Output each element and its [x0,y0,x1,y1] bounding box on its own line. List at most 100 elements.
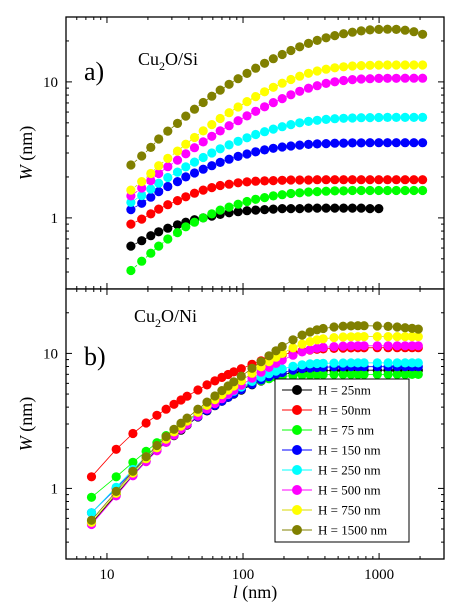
data-point [172,167,183,177]
data-point [305,327,315,337]
data-point [137,214,147,224]
data-point [189,132,200,143]
legend-marker [292,425,302,435]
data-point [207,209,217,219]
data-point [318,323,328,334]
data-point [198,152,208,163]
data-point [251,176,261,186]
data-point [128,457,138,467]
data-point [128,428,138,439]
data-point [229,377,239,387]
data-point [176,418,186,428]
data-point [260,193,270,203]
data-point [182,413,192,423]
data-point [297,330,307,340]
data-point [372,321,382,331]
data-point [277,341,287,352]
panel-b-label: b) [84,342,106,371]
data-point [321,175,331,185]
data-point [251,129,261,140]
data-point [264,369,274,379]
data-point [347,175,357,185]
y-tick-label: 10 [43,75,58,91]
data-point [286,204,296,214]
data-point [224,79,234,89]
data-point [400,332,410,342]
data-point [154,241,164,251]
data-point [236,364,246,374]
data-point [400,358,410,368]
data-point [359,321,369,331]
data-point [256,357,266,367]
data-point [251,106,261,116]
data-point [286,120,296,130]
data-point [126,265,136,276]
data-point [400,73,410,83]
data-point [413,358,423,368]
data-point [198,164,208,174]
series-3 [126,185,428,276]
data-point [329,358,339,368]
data-point [260,127,270,137]
data-point [383,369,393,379]
data-point [215,144,225,154]
data-point [233,199,243,209]
panel-a-title-sub: 2 [159,59,165,73]
data-point [418,73,428,83]
data-point [126,205,136,215]
data-point [329,342,339,352]
data-point [161,432,171,442]
data-point [330,138,340,148]
y-tick-label: 10 [43,346,58,362]
legend-marker [292,465,302,475]
data-point [163,126,173,136]
data-point [277,78,287,88]
data-point [137,256,147,266]
data-point [182,391,192,401]
data-point [391,60,401,70]
data-point [251,63,261,73]
data-point [181,111,191,121]
data-point [391,112,401,122]
data-point [365,138,375,148]
data-point [339,186,349,196]
data-point [169,424,179,434]
legend-label: H = 1500 nm [318,523,387,538]
data-point [277,94,287,104]
data-point [233,74,243,84]
data-point [215,113,225,124]
data-point [126,197,136,207]
data-point [128,466,138,476]
data-point [189,143,200,153]
series-7 [126,60,428,195]
data-point [359,341,369,351]
legend-label: H = 25nm [318,383,371,398]
legend-marker [292,505,302,515]
data-point [413,332,423,342]
data-point [137,198,147,208]
data-point [215,157,225,167]
data-point [295,71,305,81]
data-point [318,342,328,352]
data-point [260,87,270,97]
series-8 [126,24,428,170]
legend-marker [292,445,302,455]
data-point [329,322,339,332]
legend-label: H = 50nm [318,403,371,418]
data-point [260,176,270,186]
data-point [233,178,243,188]
data-point [392,369,402,379]
legend-label: H = 150 nm [318,443,381,458]
data-point [318,334,328,344]
data-point [242,133,252,143]
data-point [242,97,252,107]
data-point [202,397,212,407]
data-point [365,60,375,70]
data-point [86,508,97,518]
data-point [330,186,340,196]
data-point [312,203,322,213]
data-point [277,204,287,214]
panel-a-title-main: Cu [138,49,159,69]
data-point [374,112,384,123]
